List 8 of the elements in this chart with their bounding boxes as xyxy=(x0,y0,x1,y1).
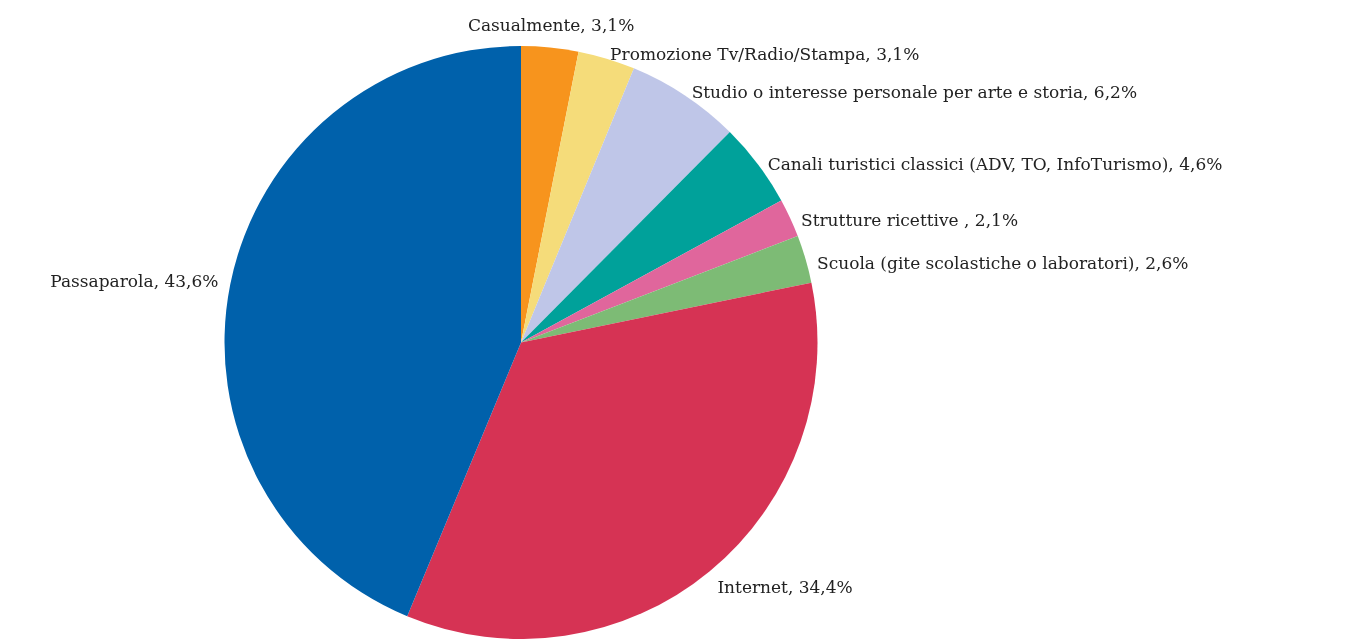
slice-label: Casualmente, 3,1% xyxy=(467,15,635,36)
slice-label: Canali turistici classici (ADV, TO, InfoTurismo), 4,6% xyxy=(767,154,1223,175)
slice-label: Studio o interesse personale per arte e storia, 6,2% xyxy=(691,82,1138,103)
slice-label: Scuola (gite scolastiche o laboratori), 2,6% xyxy=(817,252,1189,273)
slice-label: Strutture ricettive , 2,1% xyxy=(800,209,1019,230)
slice-label: Internet, 34,4% xyxy=(717,577,853,598)
slice-label: Promozione Tv/Radio/Stampa, 3,1% xyxy=(610,44,920,65)
slice-label: Passaparola, 43,6% xyxy=(50,270,219,291)
